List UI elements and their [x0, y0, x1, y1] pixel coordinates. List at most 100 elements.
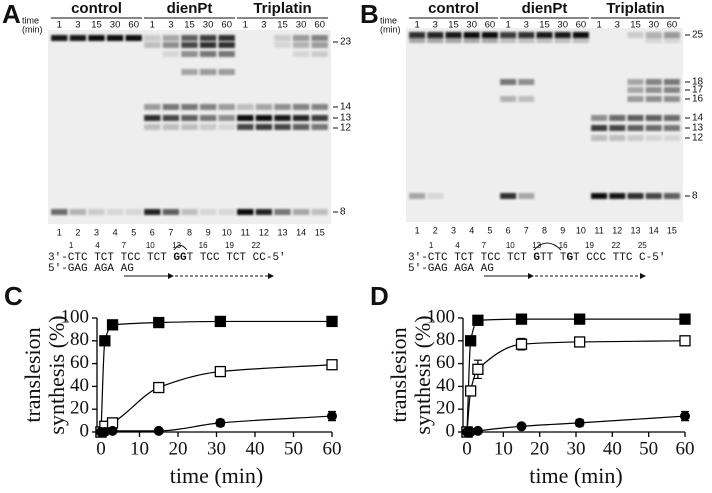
data-point	[472, 363, 484, 375]
y-tick-label: 80	[436, 329, 455, 350]
position-number: 13	[172, 241, 181, 250]
data-point	[153, 381, 165, 394]
gel-band	[106, 35, 124, 41]
time-value: 60	[485, 20, 496, 31]
gel-band	[536, 32, 553, 38]
gel-band	[181, 69, 198, 75]
data-point	[153, 316, 165, 329]
gel-band	[218, 42, 235, 48]
gel-band	[500, 37, 517, 43]
gel-band	[481, 32, 498, 38]
size-marker: 16	[692, 94, 704, 105]
time-value: 30	[203, 20, 214, 31]
gel-band	[518, 96, 535, 102]
gel-band	[609, 193, 626, 199]
gel-band	[500, 79, 517, 85]
gel-band	[144, 35, 161, 41]
data-point	[215, 417, 226, 428]
x-tick-label: 50	[284, 438, 303, 459]
size-marker: 12	[340, 123, 352, 134]
group-label: control	[428, 0, 479, 17]
x-tick-label: 20	[530, 438, 549, 459]
position-number: 13	[532, 241, 541, 250]
position-number: 16	[199, 241, 208, 250]
gel-band	[409, 32, 426, 38]
gel-band	[218, 124, 235, 130]
lane-number: 14	[296, 227, 306, 237]
lane-number: 15	[667, 225, 677, 235]
gel-band	[292, 51, 310, 57]
gel-band	[409, 37, 426, 43]
lane-number: 5	[487, 225, 492, 235]
lane-number: 1	[57, 227, 62, 237]
time-label: (min)	[22, 24, 43, 34]
time-value: 15	[91, 20, 102, 31]
y-axis-label: translesion	[386, 327, 411, 422]
gel-band	[69, 35, 87, 41]
gel-band	[181, 209, 198, 215]
gel-band	[181, 124, 198, 130]
lane-number: 3	[451, 225, 456, 235]
time-value: 30	[296, 20, 307, 31]
gel-band	[311, 209, 328, 215]
y-tick-label: 20	[70, 398, 89, 419]
crosslink-arc	[533, 242, 562, 251]
gel-band	[162, 42, 180, 48]
gel-band	[199, 51, 217, 57]
lane-number: 12	[259, 227, 269, 237]
time-value: 3	[615, 20, 620, 31]
gel-band	[144, 115, 161, 121]
gel-band	[609, 115, 626, 121]
group-label: dienPt	[167, 0, 213, 17]
lane-number: 14	[649, 225, 659, 235]
gel-band	[445, 32, 462, 38]
gel-band	[572, 32, 589, 38]
lane-number: 2	[75, 227, 80, 237]
size-marker: 18	[692, 77, 704, 88]
time-value: 30	[557, 20, 568, 31]
y-axis-label: synthesis (%)	[44, 315, 69, 434]
gel-band	[162, 124, 180, 130]
size-marker: 12	[692, 133, 704, 144]
position-number: 22	[611, 241, 620, 250]
gel-band	[663, 135, 680, 141]
gel-band	[609, 135, 626, 141]
gel-band	[500, 96, 517, 102]
gel-band	[591, 193, 608, 199]
gel-band	[427, 193, 444, 199]
panel-letter: B	[360, 0, 379, 29]
gel-band	[663, 87, 680, 93]
x-tick-label: 60	[323, 438, 342, 459]
arrow-head	[640, 273, 646, 279]
time-value: 1	[414, 20, 419, 31]
data-point	[573, 313, 586, 325]
gel-band	[255, 104, 273, 110]
gel-band	[274, 115, 291, 121]
lane-number: 7	[524, 225, 529, 235]
template-piece: G	[533, 252, 540, 264]
time-value: 1	[57, 20, 62, 31]
data-point	[472, 314, 484, 326]
lane-number: 10	[576, 225, 586, 235]
lane-number: 5	[131, 227, 136, 237]
time-value: 60	[314, 20, 325, 31]
gel-band	[162, 35, 180, 41]
gel-band	[311, 51, 328, 57]
data-point	[99, 427, 110, 437]
template-piece: T CCC TTC C-5'	[573, 252, 665, 264]
gel-band	[255, 209, 273, 215]
gel-band	[274, 209, 291, 215]
time-value: 15	[448, 20, 459, 31]
time-label: time	[22, 15, 39, 25]
group-label: Triplatin	[606, 0, 664, 17]
gel-band	[88, 209, 105, 215]
gel-band	[218, 35, 235, 41]
y-tick-label: 100	[61, 306, 90, 327]
gel-band	[645, 79, 662, 85]
position-number: 10	[146, 241, 155, 250]
lane-number: 6	[150, 227, 155, 237]
group-label: Triplatin	[253, 0, 311, 17]
time-value: 3	[168, 20, 173, 31]
gel-band	[518, 37, 535, 43]
